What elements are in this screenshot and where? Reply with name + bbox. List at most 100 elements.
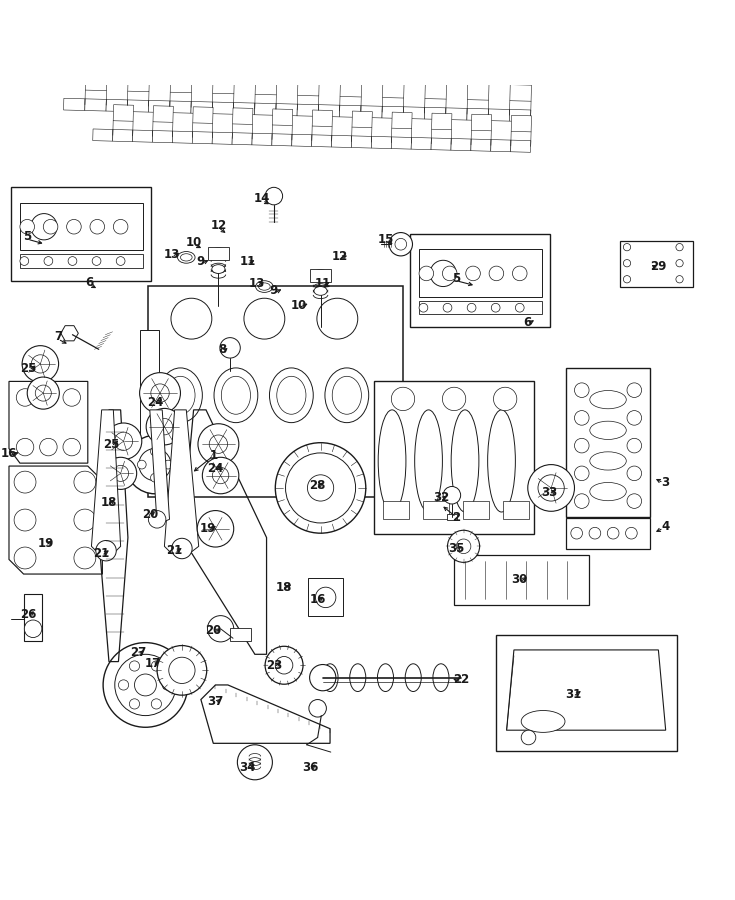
Circle shape: [627, 494, 642, 508]
Ellipse shape: [589, 391, 626, 409]
Text: 26: 26: [21, 608, 37, 621]
Circle shape: [607, 527, 619, 539]
Circle shape: [442, 387, 466, 410]
Circle shape: [137, 460, 146, 469]
Circle shape: [285, 453, 356, 523]
Circle shape: [105, 423, 142, 460]
Polygon shape: [85, 99, 107, 111]
Text: 22: 22: [453, 673, 470, 687]
FancyBboxPatch shape: [566, 518, 650, 548]
Circle shape: [521, 730, 536, 745]
Polygon shape: [191, 102, 212, 113]
Ellipse shape: [314, 286, 327, 295]
Circle shape: [489, 266, 503, 281]
FancyBboxPatch shape: [24, 594, 42, 641]
Circle shape: [575, 494, 589, 508]
Circle shape: [466, 266, 481, 281]
Ellipse shape: [259, 283, 270, 290]
Polygon shape: [506, 650, 666, 730]
Text: 18: 18: [101, 496, 117, 509]
Polygon shape: [255, 78, 277, 94]
Polygon shape: [445, 108, 467, 120]
Text: 17: 17: [145, 657, 161, 670]
Circle shape: [528, 464, 575, 511]
Circle shape: [307, 475, 334, 501]
Circle shape: [74, 472, 96, 493]
FancyBboxPatch shape: [423, 501, 449, 519]
Circle shape: [40, 438, 57, 455]
Circle shape: [676, 275, 684, 283]
FancyBboxPatch shape: [503, 501, 529, 519]
Ellipse shape: [212, 265, 225, 274]
Polygon shape: [273, 109, 293, 125]
Ellipse shape: [350, 664, 366, 691]
Text: 30: 30: [512, 573, 528, 587]
Circle shape: [493, 387, 517, 410]
Polygon shape: [212, 77, 234, 94]
Polygon shape: [232, 108, 253, 124]
Text: 36: 36: [302, 760, 318, 774]
Circle shape: [140, 373, 181, 413]
Circle shape: [575, 466, 589, 481]
Ellipse shape: [312, 270, 329, 277]
Text: 25: 25: [103, 437, 119, 451]
Circle shape: [315, 587, 336, 608]
Circle shape: [146, 409, 182, 445]
Circle shape: [164, 460, 173, 469]
Polygon shape: [451, 139, 471, 150]
Circle shape: [575, 410, 589, 425]
Circle shape: [623, 244, 631, 251]
Polygon shape: [276, 104, 298, 116]
Circle shape: [103, 643, 187, 727]
Ellipse shape: [178, 251, 195, 263]
Circle shape: [244, 298, 284, 339]
Circle shape: [395, 238, 406, 250]
Polygon shape: [431, 113, 452, 130]
Polygon shape: [9, 466, 102, 574]
Text: 8: 8: [218, 343, 227, 356]
Polygon shape: [382, 106, 404, 119]
Polygon shape: [298, 79, 319, 96]
Polygon shape: [234, 103, 255, 115]
FancyBboxPatch shape: [310, 269, 331, 283]
Circle shape: [31, 213, 57, 240]
Circle shape: [35, 385, 51, 401]
FancyBboxPatch shape: [383, 501, 409, 519]
FancyBboxPatch shape: [447, 514, 457, 520]
Polygon shape: [351, 136, 372, 149]
Circle shape: [575, 438, 589, 453]
Text: 9: 9: [197, 256, 205, 268]
Circle shape: [74, 509, 96, 531]
Circle shape: [419, 303, 428, 312]
Polygon shape: [425, 83, 447, 99]
FancyBboxPatch shape: [620, 241, 692, 286]
Circle shape: [442, 266, 457, 281]
Ellipse shape: [221, 376, 251, 414]
Polygon shape: [193, 131, 212, 144]
Ellipse shape: [270, 368, 313, 423]
Text: 6: 6: [523, 316, 531, 328]
Circle shape: [40, 389, 57, 406]
Polygon shape: [153, 105, 173, 122]
Circle shape: [309, 664, 336, 691]
Circle shape: [151, 661, 162, 671]
Circle shape: [391, 387, 415, 410]
Polygon shape: [404, 107, 425, 119]
Circle shape: [68, 256, 77, 266]
FancyBboxPatch shape: [419, 249, 542, 297]
Polygon shape: [150, 410, 170, 525]
Text: 19: 19: [200, 522, 216, 536]
FancyBboxPatch shape: [308, 579, 343, 617]
Circle shape: [171, 298, 212, 339]
FancyBboxPatch shape: [20, 255, 143, 267]
Circle shape: [212, 467, 229, 483]
Circle shape: [151, 384, 169, 402]
Circle shape: [112, 465, 129, 482]
Circle shape: [309, 699, 326, 717]
Circle shape: [90, 220, 104, 234]
Text: 21: 21: [93, 547, 110, 560]
Circle shape: [126, 436, 184, 494]
Circle shape: [20, 256, 29, 266]
Circle shape: [623, 275, 631, 283]
Polygon shape: [61, 326, 79, 341]
